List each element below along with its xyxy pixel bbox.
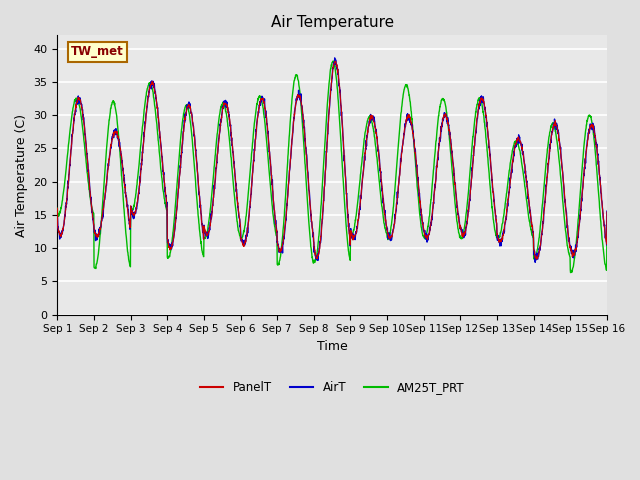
AM25T_PRT <box>603 218 611 224</box>
AirT <box>156 129 163 134</box>
AM25T_PRT <box>330 58 337 64</box>
Text: TW_met: TW_met <box>71 45 124 58</box>
PanelT <box>532 256 540 262</box>
AM25T_PRT <box>579 151 587 157</box>
Line: AirT: AirT <box>58 58 607 262</box>
PanelT <box>395 180 403 185</box>
AirT <box>531 259 539 265</box>
PanelT <box>204 233 211 239</box>
Line: AM25T_PRT: AM25T_PRT <box>58 61 607 273</box>
AirT <box>579 179 587 184</box>
PanelT <box>338 112 346 118</box>
AM25T_PRT <box>495 234 503 240</box>
Title: Air Temperature: Air Temperature <box>271 15 394 30</box>
AirT <box>395 180 403 186</box>
AirT <box>204 231 211 237</box>
AM25T_PRT <box>204 231 211 237</box>
X-axis label: Time: Time <box>317 340 348 353</box>
PanelT <box>54 205 61 211</box>
AirT <box>495 240 503 246</box>
Y-axis label: Air Temperature (C): Air Temperature (C) <box>15 114 28 237</box>
Line: PanelT: PanelT <box>58 61 607 259</box>
AM25T_PRT <box>395 136 403 142</box>
PanelT <box>332 59 339 64</box>
AM25T_PRT <box>566 270 574 276</box>
AirT <box>331 55 339 61</box>
AM25T_PRT <box>338 150 346 156</box>
AM25T_PRT <box>156 153 163 158</box>
AirT <box>338 109 346 115</box>
Legend: PanelT, AirT, AM25T_PRT: PanelT, AirT, AM25T_PRT <box>195 376 469 399</box>
PanelT <box>579 179 587 184</box>
PanelT <box>156 129 163 135</box>
AirT <box>54 212 61 218</box>
AirT <box>603 208 611 214</box>
PanelT <box>603 209 611 215</box>
PanelT <box>495 240 503 245</box>
AM25T_PRT <box>54 205 61 211</box>
